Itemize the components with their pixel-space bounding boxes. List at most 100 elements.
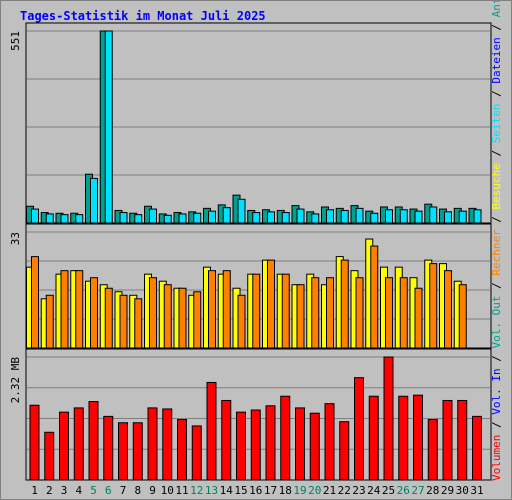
bar-bottom-volumen-15: [236, 411, 246, 481]
bar-bottom-volumen-21: [324, 403, 335, 481]
chart-title: Tages-Statistik im Monat Juli 2025: [20, 9, 266, 23]
right-legend-separator: /: [490, 84, 503, 104]
y-tick-label-top: 551: [9, 31, 22, 51]
x-tick-label-3: 3: [61, 484, 68, 497]
x-tick-label-2: 2: [46, 484, 53, 497]
bar-bottom-volumen-29: [442, 399, 453, 481]
x-tick-label-10: 10: [161, 484, 174, 497]
x-tick-label-23: 23: [352, 484, 365, 497]
x-tick-label-6: 6: [105, 484, 112, 497]
right-legend-separator: /: [490, 209, 503, 229]
right-legend-separator: /: [490, 349, 503, 369]
x-tick-label-26: 26: [397, 484, 410, 497]
bar-top-dateien-19: [296, 208, 305, 224]
bar-bottom-volumen-16: [250, 409, 261, 481]
bar-top-dateien-28: [429, 206, 438, 224]
bar-bottom-volumen-11: [177, 419, 187, 481]
bar-bottom-volumen-30: [457, 399, 468, 481]
x-tick-label-17: 17: [264, 484, 277, 497]
bar-middle-besuche-25: [385, 277, 393, 349]
bar-bottom-volumen-12: [191, 425, 202, 481]
right-legend-besuche: Besuche: [490, 163, 503, 209]
bar-bottom-volumen-20: [309, 412, 320, 481]
bar-middle-besuche-21: [326, 277, 334, 349]
bar-bottom-volumen-3: [59, 411, 69, 481]
bar-bottom-volumen-6: [103, 415, 114, 481]
bar-middle-besuche-14: [222, 270, 231, 349]
bar-middle-besuche-1: [31, 256, 39, 349]
bar-top-dateien-20: [311, 213, 320, 224]
bar-middle-besuche-11: [178, 287, 187, 349]
bar-bottom-volumen-24: [368, 395, 379, 481]
bar-bottom-volumen-23: [354, 377, 364, 481]
bar-bottom-volumen-13: [206, 381, 217, 481]
bar-middle-besuche-12: [193, 291, 202, 349]
bar-middle-besuche-24: [370, 245, 379, 349]
bar-top-dateien-15: [237, 198, 246, 224]
bar-bottom-volumen-5: [88, 401, 99, 481]
bar-bottom-volumen-4: [73, 407, 84, 481]
bar-bottom-volumen-27: [413, 394, 423, 481]
right-legend-separator: /: [490, 17, 503, 37]
bar-bottom-volumen-7: [118, 422, 128, 481]
x-tick-label-22: 22: [338, 484, 351, 497]
bar-top-dateien-18: [281, 212, 290, 224]
bar-middle-besuche-26: [399, 277, 408, 349]
bar-top-dateien-26: [399, 209, 408, 224]
bar-middle-besuche-2: [45, 294, 54, 349]
bar-top-dateien-16: [252, 212, 261, 224]
right-legend-rechner: Rechner: [490, 229, 503, 276]
x-tick-label-8: 8: [134, 484, 141, 497]
bar-bottom-volumen-8: [132, 422, 143, 481]
bar-middle-besuche-23: [355, 277, 364, 349]
x-tick-label-5: 5: [90, 484, 97, 497]
bar-top-dateien-12: [193, 212, 202, 224]
x-tick-label-21: 21: [323, 484, 336, 497]
right-legend-volumen: Volumen: [490, 435, 503, 481]
right-legend-separator: /: [490, 143, 503, 163]
x-tick-label-9: 9: [149, 484, 156, 497]
bar-bottom-volumen-22: [339, 421, 350, 481]
bar-middle-besuche-20: [311, 277, 320, 349]
bar-middle-besuche-4: [75, 270, 84, 349]
bar-top-dateien-17: [267, 211, 275, 224]
x-tick-label-1: 1: [31, 484, 38, 497]
right-legend-separator: /: [490, 276, 503, 296]
x-tick-label-29: 29: [441, 484, 454, 497]
bar-top-dateien-4: [75, 214, 84, 224]
bar-top-dateien-27: [414, 210, 423, 224]
bar-bottom-volumen-28: [427, 419, 438, 481]
bar-middle-besuche-10: [163, 284, 172, 349]
right-legend-seiten: Seiten: [490, 103, 503, 143]
x-tick-label-27: 27: [411, 484, 424, 497]
bar-middle-besuche-3: [60, 270, 69, 349]
bar-top-dateien-1: [31, 208, 39, 224]
bar-top-dateien-6: [104, 30, 113, 224]
bar-middle-besuche-6: [104, 287, 113, 349]
bar-top-dateien-2: [45, 213, 54, 224]
bar-middle-besuche-29: [444, 270, 452, 349]
bar-top-dateien-10: [163, 214, 172, 224]
bar-top-dateien-9: [149, 208, 157, 224]
y-tick-label-middle: 33: [9, 232, 22, 245]
x-tick-label-18: 18: [279, 484, 292, 497]
bar-middle-besuche-7: [119, 294, 128, 349]
bar-top-dateien-5: [90, 177, 98, 224]
bar-bottom-volumen-31: [472, 415, 482, 481]
x-tick-label-13: 13: [205, 484, 218, 497]
right-legend-separator: /: [490, 415, 503, 435]
bar-top-dateien-23: [355, 207, 364, 224]
right-legend-dateien: Dateien: [490, 37, 503, 83]
y-tick-label-bottom: 2.32 MB: [9, 357, 22, 404]
x-tick-label-11: 11: [175, 484, 188, 497]
bar-bottom-volumen-26: [398, 395, 409, 481]
bar-top-dateien-29: [444, 211, 452, 224]
bar-middle-besuche-13: [208, 270, 216, 349]
bar-middle-besuche-27: [414, 287, 423, 349]
x-tick-label-15: 15: [234, 484, 247, 497]
bar-middle-besuche-30: [458, 284, 467, 349]
x-tick-label-20: 20: [308, 484, 321, 497]
bar-middle-besuche-9: [149, 277, 157, 349]
x-tick-label-19: 19: [293, 484, 306, 497]
